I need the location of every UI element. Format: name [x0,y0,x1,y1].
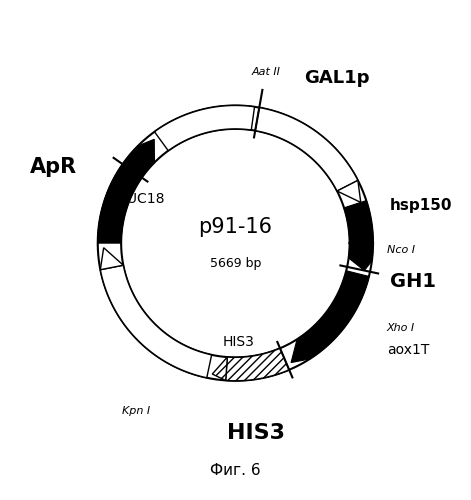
Polygon shape [100,265,211,378]
Polygon shape [154,106,254,150]
Text: HIS3: HIS3 [222,335,254,349]
Polygon shape [337,180,361,203]
Polygon shape [98,146,154,233]
Text: Aat II: Aat II [251,68,280,78]
Text: GH1: GH1 [390,272,436,291]
Polygon shape [349,258,372,270]
Text: Фиг. 6: Фиг. 6 [210,462,260,477]
Text: Nco I: Nco I [387,245,415,255]
Polygon shape [291,340,310,362]
Text: hsp150: hsp150 [390,198,452,214]
Text: ApR: ApR [30,158,77,178]
Text: aox1T: aox1T [387,344,429,357]
Polygon shape [297,271,369,359]
Text: pUC18: pUC18 [119,192,165,206]
Text: GAL1p: GAL1p [304,69,370,87]
Polygon shape [116,168,136,186]
Text: Xho I: Xho I [387,324,415,334]
Polygon shape [212,357,227,380]
Text: HIS3: HIS3 [227,423,285,443]
Polygon shape [255,108,358,191]
Polygon shape [100,248,123,270]
Polygon shape [344,200,373,261]
Text: 5669 bp: 5669 bp [210,258,261,270]
Polygon shape [138,140,154,162]
Text: Kpn I: Kpn I [122,406,150,416]
Polygon shape [226,348,289,381]
Polygon shape [98,175,136,243]
Text: p91-16: p91-16 [198,216,272,236]
